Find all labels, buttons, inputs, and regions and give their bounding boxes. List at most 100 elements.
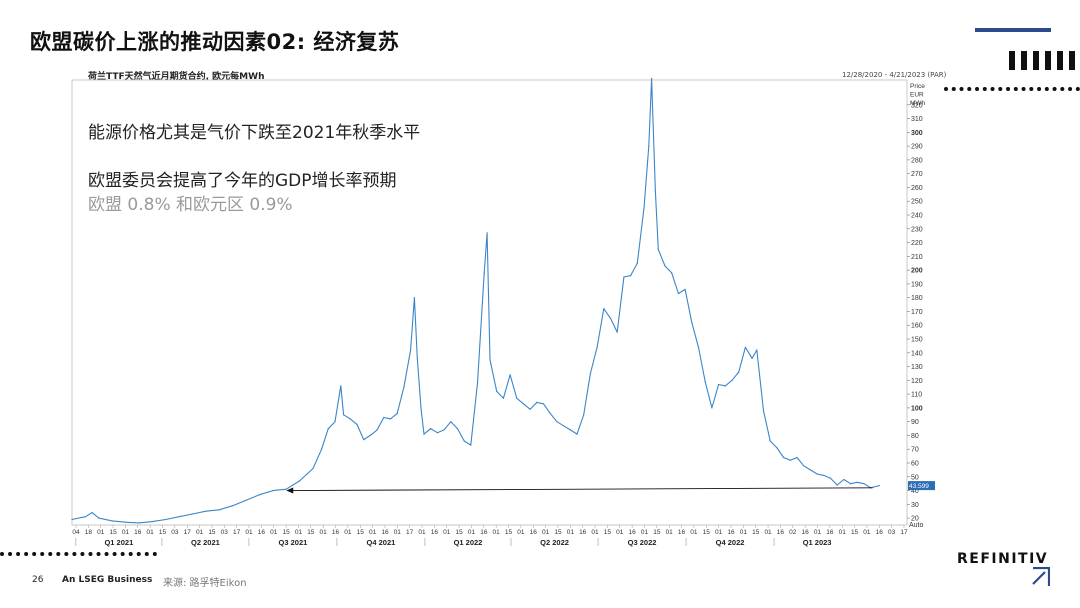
x-tick-label: 15 [307, 529, 315, 536]
y-tick-label: 120 [911, 378, 923, 385]
price-point [463, 440, 465, 442]
y-tick-label: 40 [911, 488, 919, 495]
price-point [125, 521, 127, 523]
price-point [502, 397, 504, 399]
price-point [496, 390, 498, 392]
price-point [272, 490, 274, 492]
x-tick-label: 03 [888, 529, 896, 536]
price-point [165, 518, 167, 521]
y-tick-label: 60 [911, 461, 919, 468]
y-tick-label: 200 [911, 268, 923, 275]
price-point [569, 429, 571, 431]
x-tick-label: 01 [320, 529, 328, 536]
x-tick-label: 15 [851, 529, 859, 536]
price-point [776, 447, 778, 449]
price-point [285, 488, 287, 490]
x-tick-label: 15 [505, 529, 513, 536]
y-tick-label: 280 [911, 157, 923, 164]
x-tick-label: 01 [641, 529, 649, 536]
x-tick-label: 15 [455, 529, 463, 536]
x-tick-label: 16 [802, 529, 810, 536]
price-point [704, 381, 706, 383]
x-tick-label: 04 [72, 529, 80, 536]
source-note: 来源: 路孚特Eikon [163, 578, 247, 589]
x-tick-label: 01 [369, 529, 377, 536]
y-tick-label: 300 [911, 130, 923, 137]
x-tick-label: 15 [703, 529, 711, 536]
price-point [443, 429, 445, 431]
price-point [111, 520, 113, 522]
y-tick-label: 270 [911, 171, 923, 178]
price-point [783, 456, 785, 459]
price-point [648, 145, 650, 147]
price-point [630, 275, 632, 277]
decorative-dotted-line-right [944, 87, 1080, 95]
price-point [724, 385, 726, 387]
x-tick-label: 01 [468, 529, 476, 536]
price-point [483, 272, 485, 274]
x-tick-label: 16 [530, 529, 538, 536]
accent-line [975, 28, 1051, 32]
price-point [430, 428, 432, 430]
y-tick-label: 290 [911, 144, 923, 151]
x-tick-label: 01 [542, 529, 550, 536]
y-tick-label: 310 [911, 116, 923, 123]
x-tick-label: 01 [666, 529, 674, 536]
y-tick-label: 90 [911, 419, 919, 426]
price-point [327, 428, 329, 430]
y-tick-label: 260 [911, 185, 923, 192]
price-point [383, 416, 385, 419]
price-point [751, 357, 753, 359]
price-point [836, 484, 838, 486]
brand-mark-icon [1032, 567, 1050, 586]
price-point [232, 505, 234, 507]
price-point [576, 433, 578, 435]
price-point [583, 414, 585, 416]
x-tick-label: 15 [653, 529, 661, 536]
x-tick-label: 15 [159, 529, 167, 536]
x-tick-label: 01 [814, 529, 822, 536]
x-tick-label: 02 [789, 529, 797, 536]
price-point [789, 459, 791, 461]
x-tick-label: 01 [196, 529, 204, 536]
price-point [654, 191, 657, 193]
company-tagline: An LSEG Business [62, 575, 153, 585]
price-point [334, 421, 336, 423]
quarter-label: Q3 2021 [279, 538, 308, 547]
price-point [769, 440, 771, 442]
page-number: 26 [32, 575, 44, 585]
chart-date-range: 12/28/2020 - 4/21/2023 (PAR) [842, 71, 947, 79]
x-tick-label: 01 [517, 529, 525, 536]
x-tick-label: 16 [134, 529, 142, 536]
x-tick-label: 16 [678, 529, 686, 536]
price-point [536, 401, 538, 403]
price-point [711, 407, 713, 409]
y-tick-label: 230 [911, 226, 923, 233]
x-tick-label: 01 [344, 529, 352, 536]
x-tick-label: 15 [604, 529, 612, 536]
brand-logo-text: REFINITIV [957, 551, 1049, 567]
price-point [563, 425, 565, 427]
x-tick-label: 16 [579, 529, 587, 536]
y-tick-label: 50 [911, 474, 919, 481]
price-point [823, 474, 825, 476]
price-point [312, 467, 314, 470]
price-point [803, 465, 805, 467]
price-point [651, 78, 653, 80]
note-energy-prices: 能源价格尤其是气价下跌至2021年秋季水平 [88, 123, 421, 143]
price-point [470, 444, 472, 446]
price-point [299, 480, 301, 482]
x-tick-label: 16 [332, 529, 340, 536]
price-point [321, 448, 323, 450]
x-tick-label: 01 [764, 529, 772, 536]
x-tick-label: 15 [109, 529, 117, 536]
price-point [529, 408, 531, 410]
price-point [436, 432, 438, 434]
price-point [413, 297, 415, 299]
price-point [829, 477, 832, 479]
price-point [677, 292, 680, 295]
x-tick-label: 17 [184, 529, 192, 536]
y-tick-label: 20 [911, 516, 919, 523]
x-tick-label: 01 [715, 529, 723, 536]
